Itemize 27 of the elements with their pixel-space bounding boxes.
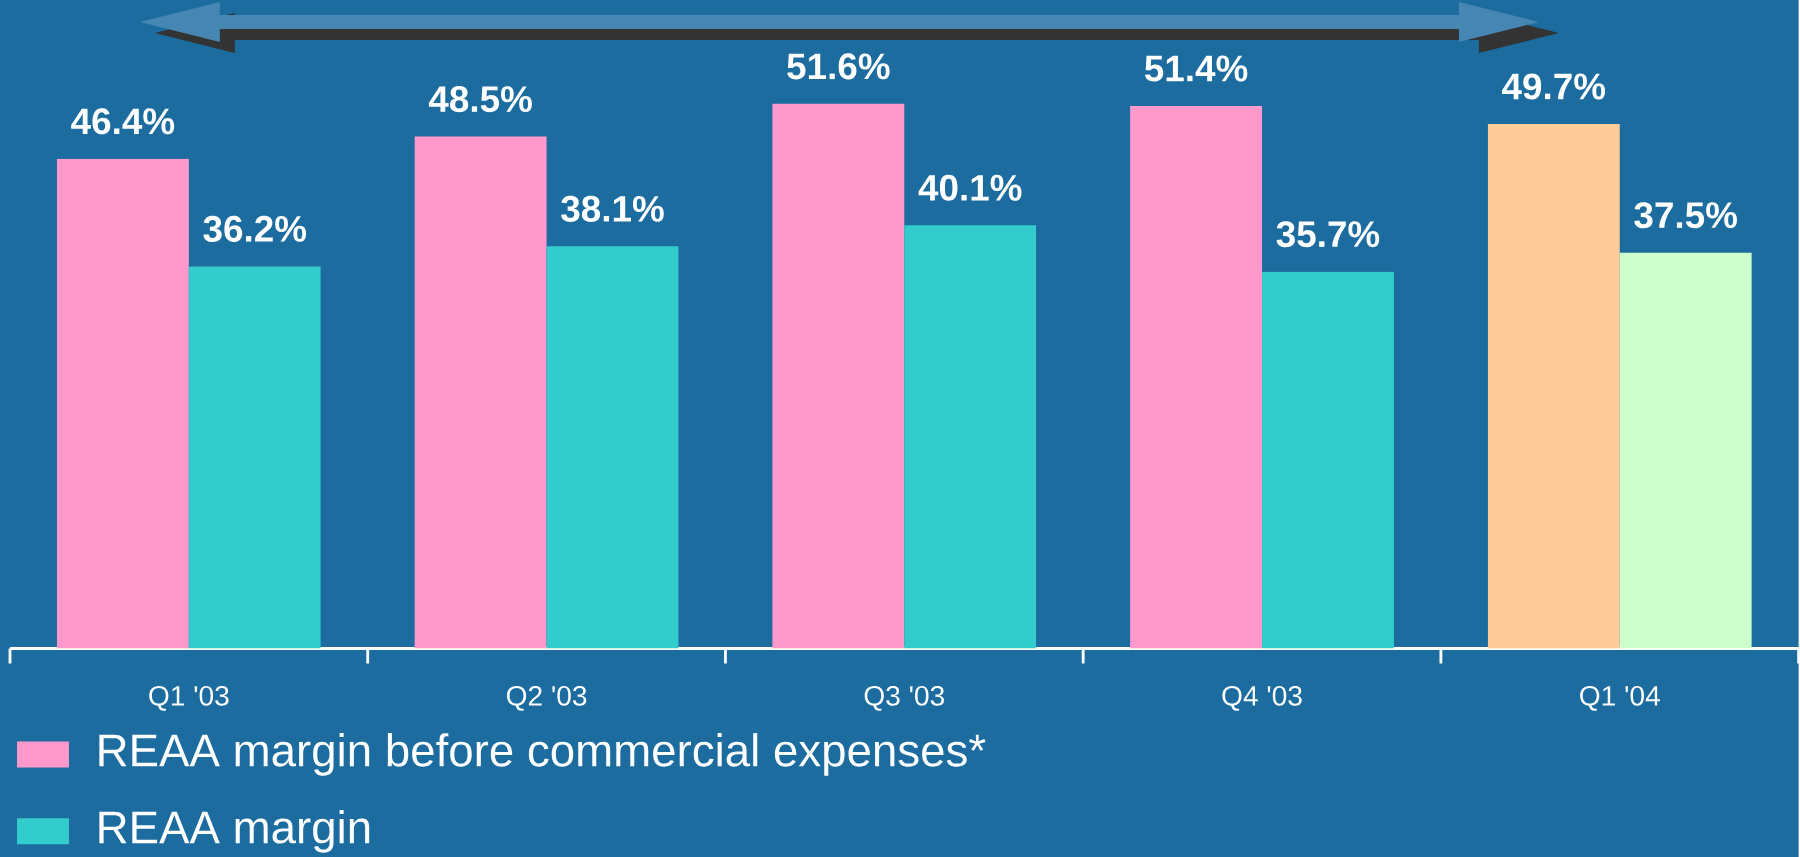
bar <box>1130 105 1263 649</box>
data-label: 48.5% <box>428 85 532 113</box>
bar <box>1487 123 1620 649</box>
x-tick-label: Q1 '04 <box>1580 685 1660 711</box>
x-tick-label: Q4 '03 <box>1222 685 1302 711</box>
data-label: 40.1% <box>918 174 1022 201</box>
data-label: 51.6% <box>787 53 890 80</box>
data-label: 37.5% <box>1634 201 1737 229</box>
data-label: 36.2% <box>203 215 307 242</box>
bar <box>56 158 189 649</box>
data-label: 46.4% <box>71 108 175 135</box>
bar <box>1262 271 1394 649</box>
data-label: 49.7% <box>1502 73 1606 100</box>
data-label: 38.1% <box>561 195 664 222</box>
x-tick-label: Q1 '03 <box>149 685 229 711</box>
data-label: 35.7% <box>1276 220 1380 248</box>
bar <box>546 246 679 649</box>
bar <box>772 103 905 649</box>
data-label: 51.4% <box>1144 55 1248 82</box>
bar <box>414 136 547 649</box>
legend-label: REAA margin before commercial expenses* <box>99 732 986 776</box>
x-tick-label: Q3 '03 <box>864 685 944 711</box>
legend-label: REAA margin <box>99 809 370 853</box>
bar <box>1619 252 1752 649</box>
bar <box>904 225 1037 649</box>
x-tick-label: Q2 '03 <box>506 685 587 711</box>
bar <box>188 266 321 649</box>
